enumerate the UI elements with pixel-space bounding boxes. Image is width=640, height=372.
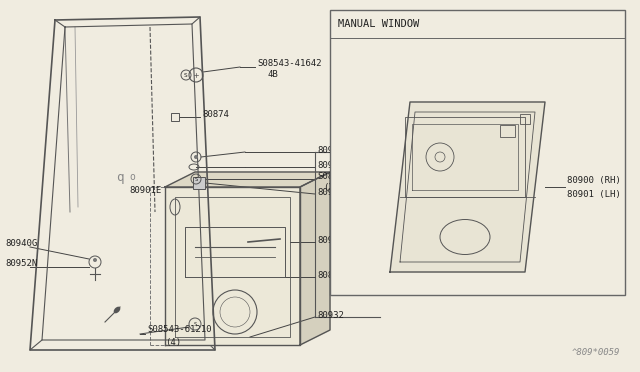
Text: 80952N: 80952N [5, 260, 37, 269]
Text: (4): (4) [165, 337, 181, 346]
Bar [193, 177, 205, 189]
Text: 80874: 80874 [202, 109, 229, 119]
Polygon shape [165, 187, 300, 345]
Text: 80801M: 80801M [317, 270, 349, 279]
Text: 80901G: 80901G [317, 145, 349, 154]
Bar [500, 125, 515, 137]
Polygon shape [300, 172, 330, 345]
Text: 80932: 80932 [317, 311, 344, 320]
Text: S08543-61210: S08543-61210 [147, 326, 211, 334]
Text: 80900 (RH): 80900 (RH) [382, 221, 436, 230]
Text: 80944: 80944 [317, 160, 344, 170]
Text: 80940G: 80940G [5, 240, 37, 248]
Text: 80900 (RH): 80900 (RH) [567, 176, 621, 185]
Text: (2): (2) [323, 183, 339, 192]
Bar [171, 113, 179, 121]
Text: 4B: 4B [268, 70, 279, 78]
Text: 80911B: 80911B [317, 235, 349, 244]
Text: S08543-41642: S08543-41642 [257, 58, 321, 67]
Ellipse shape [114, 307, 120, 313]
Bar [193, 177, 205, 189]
Circle shape [194, 155, 198, 159]
Text: q: q [116, 170, 124, 183]
Bar [330, 10, 625, 295]
Text: S: S [184, 73, 188, 77]
Text: S08543-61210: S08543-61210 [317, 171, 381, 180]
Text: MANUAL WINDOW: MANUAL WINDOW [338, 19, 419, 29]
Text: 80901 (LH): 80901 (LH) [382, 234, 436, 244]
Text: S: S [193, 321, 196, 327]
Text: 80901 (LH): 80901 (LH) [567, 189, 621, 199]
Text: ^809*0059: ^809*0059 [572, 348, 620, 357]
Text: 80950P: 80950P [317, 187, 349, 196]
Polygon shape [165, 172, 330, 187]
Bar [520, 114, 530, 124]
Text: 80901E: 80901E [130, 186, 162, 195]
Circle shape [93, 258, 97, 262]
Text: o: o [129, 172, 135, 182]
Text: S: S [195, 176, 198, 182]
Polygon shape [390, 102, 545, 272]
